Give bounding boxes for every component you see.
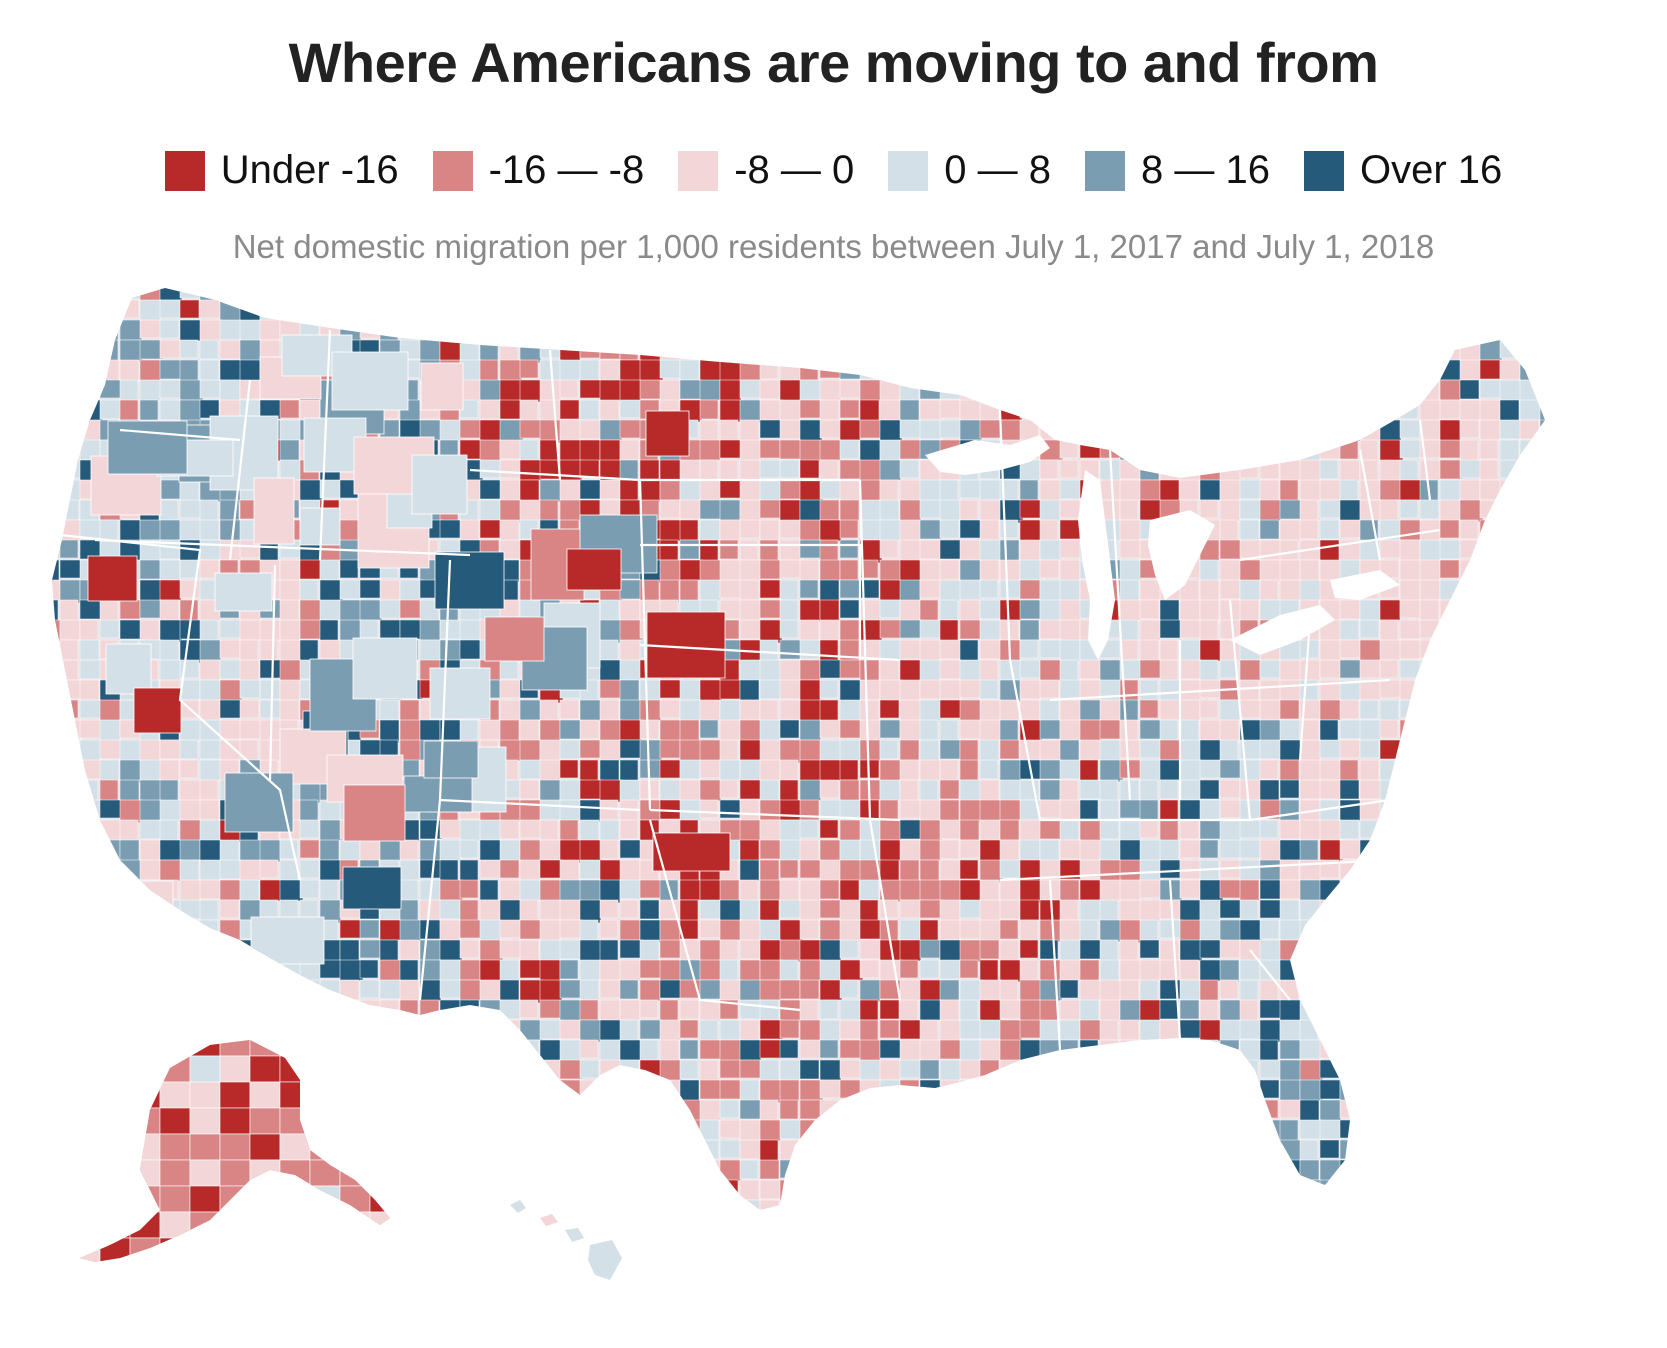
legend-label: Over 16 — [1359, 148, 1503, 192]
legend-swatch — [432, 150, 473, 191]
legend-label: -16 — -8 — [488, 148, 645, 192]
page-title: Where Americans are moving to and from — [288, 31, 1379, 94]
legend-swatch — [1303, 150, 1344, 191]
legend-item-0-to-8: 0 — 8 — [888, 148, 1051, 193]
map-subtitle: Net domestic migration per 1,000 residen… — [232, 228, 1435, 265]
legend-item-under-16: Under -16 — [164, 148, 399, 193]
legend-label: Under -16 — [220, 148, 399, 192]
legend-item-8-to-0: -8 — 0 — [678, 148, 854, 193]
legend-label: 8 — 16 — [1140, 148, 1270, 192]
alaska-counties — [80, 1040, 390, 1262]
legend-item-8-to-16: 8 — 16 — [1084, 148, 1270, 193]
legend: Under -16 -16 — -8 -8 — 0 0 — 8 8 — 16 O… — [0, 148, 1667, 193]
state-boundaries — [59, 329, 1441, 1051]
great-lakes — [925, 435, 1400, 660]
legend-swatch — [888, 150, 929, 191]
county-migration-map — [52, 288, 1545, 1280]
legend-swatch — [164, 150, 205, 191]
contiguous-us-counties — [52, 288, 1545, 1210]
hawaii-counties — [510, 1200, 622, 1280]
legend-item-over-16: Over 16 — [1303, 148, 1503, 193]
legend-label: 0 — 8 — [944, 148, 1051, 192]
legend-swatch — [1084, 150, 1125, 191]
legend-swatch — [678, 150, 719, 191]
legend-item-16-to-8: -16 — -8 — [432, 148, 645, 193]
legend-label: -8 — 0 — [734, 148, 855, 192]
